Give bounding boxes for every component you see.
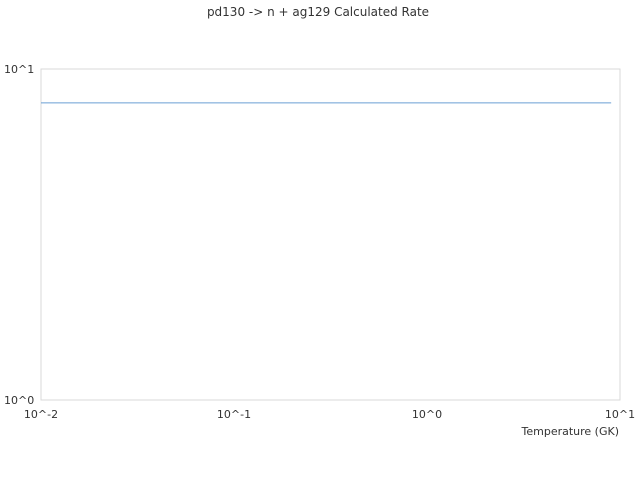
x-tick-label: 10^1 <box>605 408 635 421</box>
y-tick-label: 10^1 <box>4 63 34 76</box>
y-tick-label: 10^0 <box>4 394 34 407</box>
x-tick-label: 10^-1 <box>217 408 251 421</box>
chart-title: pd130 -> n + ag129 Calculated Rate <box>207 5 429 19</box>
x-tick-label: 10^-2 <box>24 408 58 421</box>
x-axis-label: Temperature (GK) <box>521 425 620 438</box>
x-tick-label: 10^0 <box>412 408 442 421</box>
plot-area <box>40 68 621 401</box>
